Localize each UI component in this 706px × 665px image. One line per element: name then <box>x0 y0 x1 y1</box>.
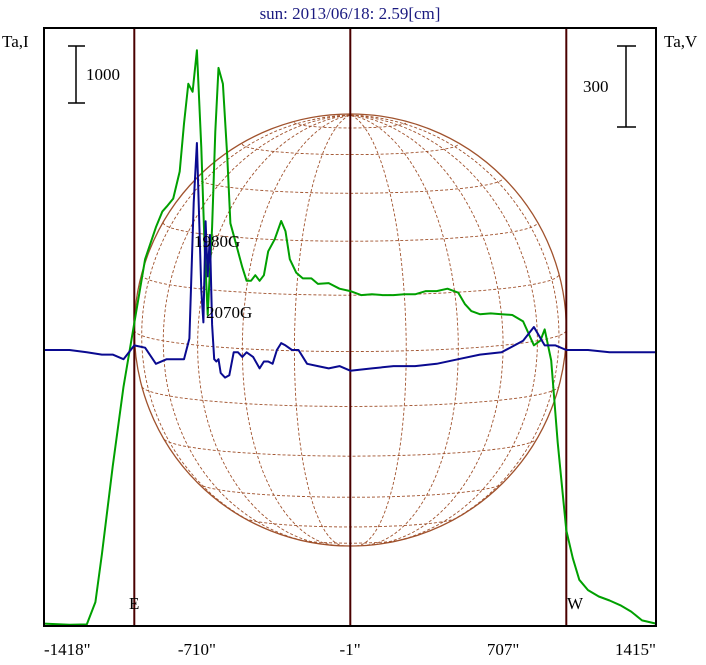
solar-disk-longitude-line <box>350 114 504 546</box>
right-scale-bar-label: 300 <box>583 77 609 96</box>
circular-polarization-series-line <box>44 142 656 379</box>
solar-disk-longitude-line <box>350 114 560 530</box>
annotation-2070g: 2070G <box>206 303 252 322</box>
right-scale-bar <box>617 45 636 128</box>
left-scale-bar <box>68 45 85 104</box>
east-limb-label: E <box>129 594 139 613</box>
x-tick-label: 1415" <box>615 640 656 659</box>
solar-disk-longitude-line <box>162 114 351 543</box>
solar-disk-longitude-line <box>197 114 351 546</box>
x-tick-label: -710" <box>178 640 216 659</box>
west-limb-label: W <box>567 594 584 613</box>
chart-title: sun: 2013/06/18: 2.59[cm] <box>260 4 441 23</box>
x-tick-label: 707" <box>487 640 519 659</box>
solar-disk-longitude-line <box>141 114 351 530</box>
right-axis-label: Ta,V <box>664 32 698 51</box>
solar-disk-longitude-line <box>350 114 407 547</box>
solar-disk-longitude-line <box>350 114 459 546</box>
x-tick-label: -1418" <box>44 640 91 659</box>
left-axis-label: Ta,I <box>2 32 29 51</box>
annotation-1980g: 1980G <box>194 232 240 251</box>
x-tick-label: -1" <box>340 640 361 659</box>
left-scale-bar-label: 1000 <box>86 65 120 84</box>
x-axis-ticks: -1418" -710" -1" 707" 1415" <box>44 640 656 659</box>
solar-disk-longitude-line <box>293 114 351 547</box>
solar-disk-longitude-line <box>241 114 351 546</box>
intensity-series-line <box>43 49 657 626</box>
solar-disk-latitude-line <box>198 483 503 498</box>
plot-frame <box>43 27 657 627</box>
solar-disk-longitude-line <box>350 114 538 543</box>
